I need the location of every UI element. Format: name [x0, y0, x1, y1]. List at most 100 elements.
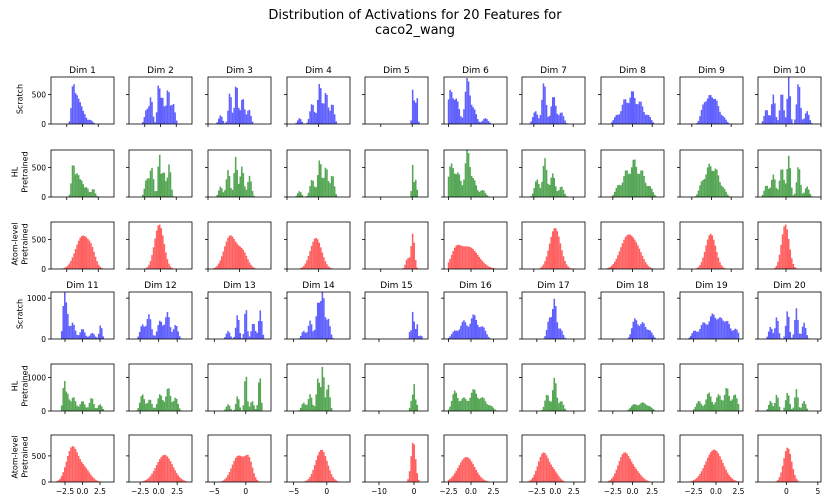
histogram-bar [709, 233, 712, 269]
histogram-bar [472, 177, 474, 197]
histogram-panel [519, 363, 586, 414]
histogram-bar [80, 106, 83, 124]
histogram-bar [77, 240, 80, 269]
histogram-bar [313, 406, 316, 411]
histogram-bar [702, 104, 704, 124]
histogram-panel [441, 149, 508, 200]
histogram-bar [472, 389, 474, 411]
histogram-bar [163, 106, 166, 124]
histogram-bar [634, 97, 636, 124]
histogram-bar [461, 459, 464, 482]
histogram-bar [411, 394, 414, 411]
histogram-bar [404, 264, 406, 269]
histogram-bar [335, 480, 337, 482]
histogram-bar [315, 316, 317, 339]
histogram-bar [166, 312, 169, 339]
axes-frame [443, 221, 508, 270]
histogram-bar [789, 96, 792, 124]
axes-frame [443, 363, 508, 412]
histogram-bar [236, 87, 238, 124]
histogram-bar [74, 330, 77, 339]
histogram-bar [467, 457, 470, 482]
histogram-bar [481, 397, 484, 411]
histogram-bar [254, 409, 257, 411]
row-label-line: Pretrained [21, 223, 30, 264]
histogram-bar [703, 322, 706, 339]
histogram-bar [250, 181, 252, 197]
histogram-bar [256, 479, 258, 482]
histogram-bar [484, 330, 487, 339]
x-tick-label: 0.0 [627, 487, 639, 496]
histogram-bar [638, 173, 641, 197]
histogram-bar [702, 468, 704, 482]
histogram-bar [174, 397, 176, 411]
histogram-bar [241, 99, 243, 124]
histogram-bar [312, 241, 314, 269]
histogram-bar [792, 407, 795, 411]
histogram-bar [477, 254, 479, 269]
histogram-bar [253, 405, 255, 411]
histogram-bar [324, 397, 327, 411]
subplot-title: Dim 17 [537, 281, 570, 291]
histogram-bar [703, 102, 706, 124]
histogram-panel [755, 149, 822, 200]
histogram-bar [483, 190, 485, 197]
histogram-bar [230, 235, 232, 269]
histogram-bar [227, 110, 229, 124]
axes-frame [521, 434, 586, 483]
histogram-bar [171, 189, 173, 197]
histogram-bar [333, 186, 336, 197]
histogram-bar [618, 460, 621, 482]
histogram-bar [641, 255, 644, 269]
histogram-bar [79, 237, 81, 269]
histogram-bar [321, 292, 324, 339]
row-label-line: HL [11, 380, 20, 391]
histogram-bar [706, 394, 709, 411]
histogram-bar [691, 480, 694, 482]
histogram-bar [736, 398, 738, 411]
histogram-bar [216, 265, 218, 269]
histogram-bar [709, 396, 712, 411]
histogram-bar [330, 474, 333, 482]
histogram-bar [786, 392, 788, 411]
histogram-bar [484, 118, 487, 124]
histogram-panel [362, 149, 429, 200]
histogram-bar [541, 266, 543, 269]
histogram-bar [467, 326, 470, 339]
histogram-bar [784, 451, 787, 482]
histogram-bar [93, 478, 95, 482]
histogram-bar [450, 400, 453, 411]
histogram-bar [146, 319, 149, 339]
histogram-bar [143, 480, 146, 482]
histogram-bar [140, 326, 143, 339]
histogram-bar [791, 461, 793, 482]
histogram-bar [97, 405, 100, 411]
histogram-bar [306, 122, 308, 124]
histogram-bar [646, 185, 648, 197]
histogram-bar [544, 86, 546, 124]
histogram-bar [719, 317, 721, 339]
histogram-bar [703, 251, 706, 269]
histogram-bar [152, 179, 155, 197]
histogram-bar [650, 188, 653, 197]
histogram-bar [241, 248, 243, 269]
histogram-bar [729, 400, 732, 411]
histogram-bar [250, 116, 252, 124]
histogram-bar [699, 116, 701, 124]
y-tick-label: 500 [32, 236, 47, 245]
histogram-bar [769, 115, 772, 124]
histogram-bar [239, 407, 242, 411]
histogram-bar [559, 187, 562, 197]
histogram-bar [228, 235, 231, 269]
histogram-bar [539, 456, 542, 482]
histogram-bar [803, 322, 805, 339]
histogram-bar [180, 478, 183, 482]
histogram-bar [556, 191, 559, 197]
histogram-bar [550, 106, 552, 124]
histogram-bar [248, 175, 251, 197]
histogram-bar [73, 84, 75, 124]
histogram-bar [295, 195, 297, 197]
histogram-bar [90, 120, 92, 124]
histogram-bar [250, 331, 252, 339]
histogram-bar [763, 190, 765, 197]
